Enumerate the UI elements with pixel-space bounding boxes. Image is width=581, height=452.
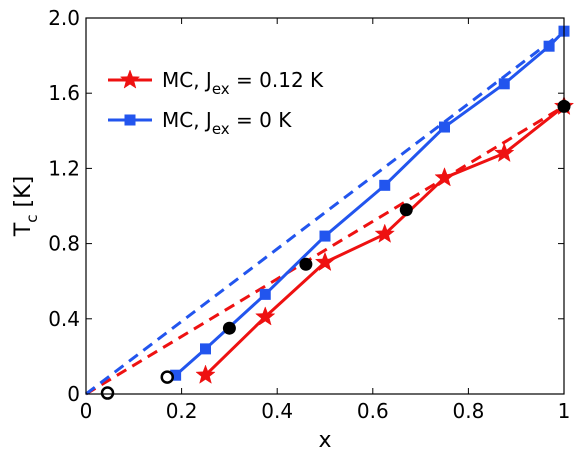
x-tick-label: 0.2 [166,399,198,423]
series-2-point [200,343,211,355]
y-tick-label: 2.0 [48,6,80,30]
legend-label-post: = 0.12 K [230,68,324,92]
y-tick-label: 1.6 [48,81,80,105]
filled-point [399,203,413,217]
legend-label: MC, Jex = 0.12 K [162,68,324,98]
legend-marker [124,114,136,126]
axes-frame [85,17,565,395]
y-axis-label-subscript: c [23,214,41,222]
x-tick-label: 0.8 [452,399,484,423]
series-2-point [259,288,271,300]
open-point [100,386,115,400]
series-2-point [170,369,182,381]
series-1-point [434,167,455,187]
legend-marker [119,69,141,89]
x-axis-label: x [318,428,331,452]
filled-point [222,321,236,335]
series-1-point [195,364,216,384]
x-tick-label: 0.4 [261,399,293,423]
open-point [160,370,175,384]
y-tick-label: 0.8 [48,232,80,256]
series-1-line [204,105,565,377]
legend-label: MC, Jex = 0 K [162,108,292,138]
legend: MC, Jex = 0.12 KMC, Jex = 0 K [108,68,324,138]
x-tick-label: 1 [558,399,571,423]
y-tick-label: 1.2 [48,156,80,180]
series-2-point [543,40,555,52]
legend-label-post: = 0 K [230,108,293,132]
reference-line-1 [85,105,565,396]
axes: 0 0.2 0.4 0.6 0.8 1 0 0.4 0.8 1.2 1.6 2.0 x Tc [K] [11,6,570,452]
y-axis-label-main: T [11,222,36,237]
legend-entry-1: MC, Jex = 0.12 K [108,68,324,98]
series-2-point [319,230,331,242]
legend-label-subscript: ex [212,80,230,98]
x-tick-label: 0.6 [357,399,389,423]
legend-label-pre: MC, J [162,68,212,92]
x-tick-label: 0 [80,399,93,423]
y-axis-label-unit: [K] [11,176,36,215]
series-1-point [374,223,395,243]
filled-point [299,257,313,271]
y-tick-label: 0.4 [48,307,80,331]
series-1-point [255,306,276,326]
series-1-point [494,142,515,163]
series-1-point [314,251,336,272]
series-2-point [379,179,391,191]
legend-label-subscript: ex [212,120,230,138]
plot-area [85,25,575,400]
series-2-point [439,121,450,133]
legend-entry-2: MC, Jex = 0 K [108,108,292,138]
y-tick-label: 0 [67,382,80,406]
series-2-point [498,78,510,90]
legend-label-pre: MC, J [162,108,212,132]
reference-line-2 [85,29,565,396]
y-axis-label: Tc [K] [11,176,41,237]
